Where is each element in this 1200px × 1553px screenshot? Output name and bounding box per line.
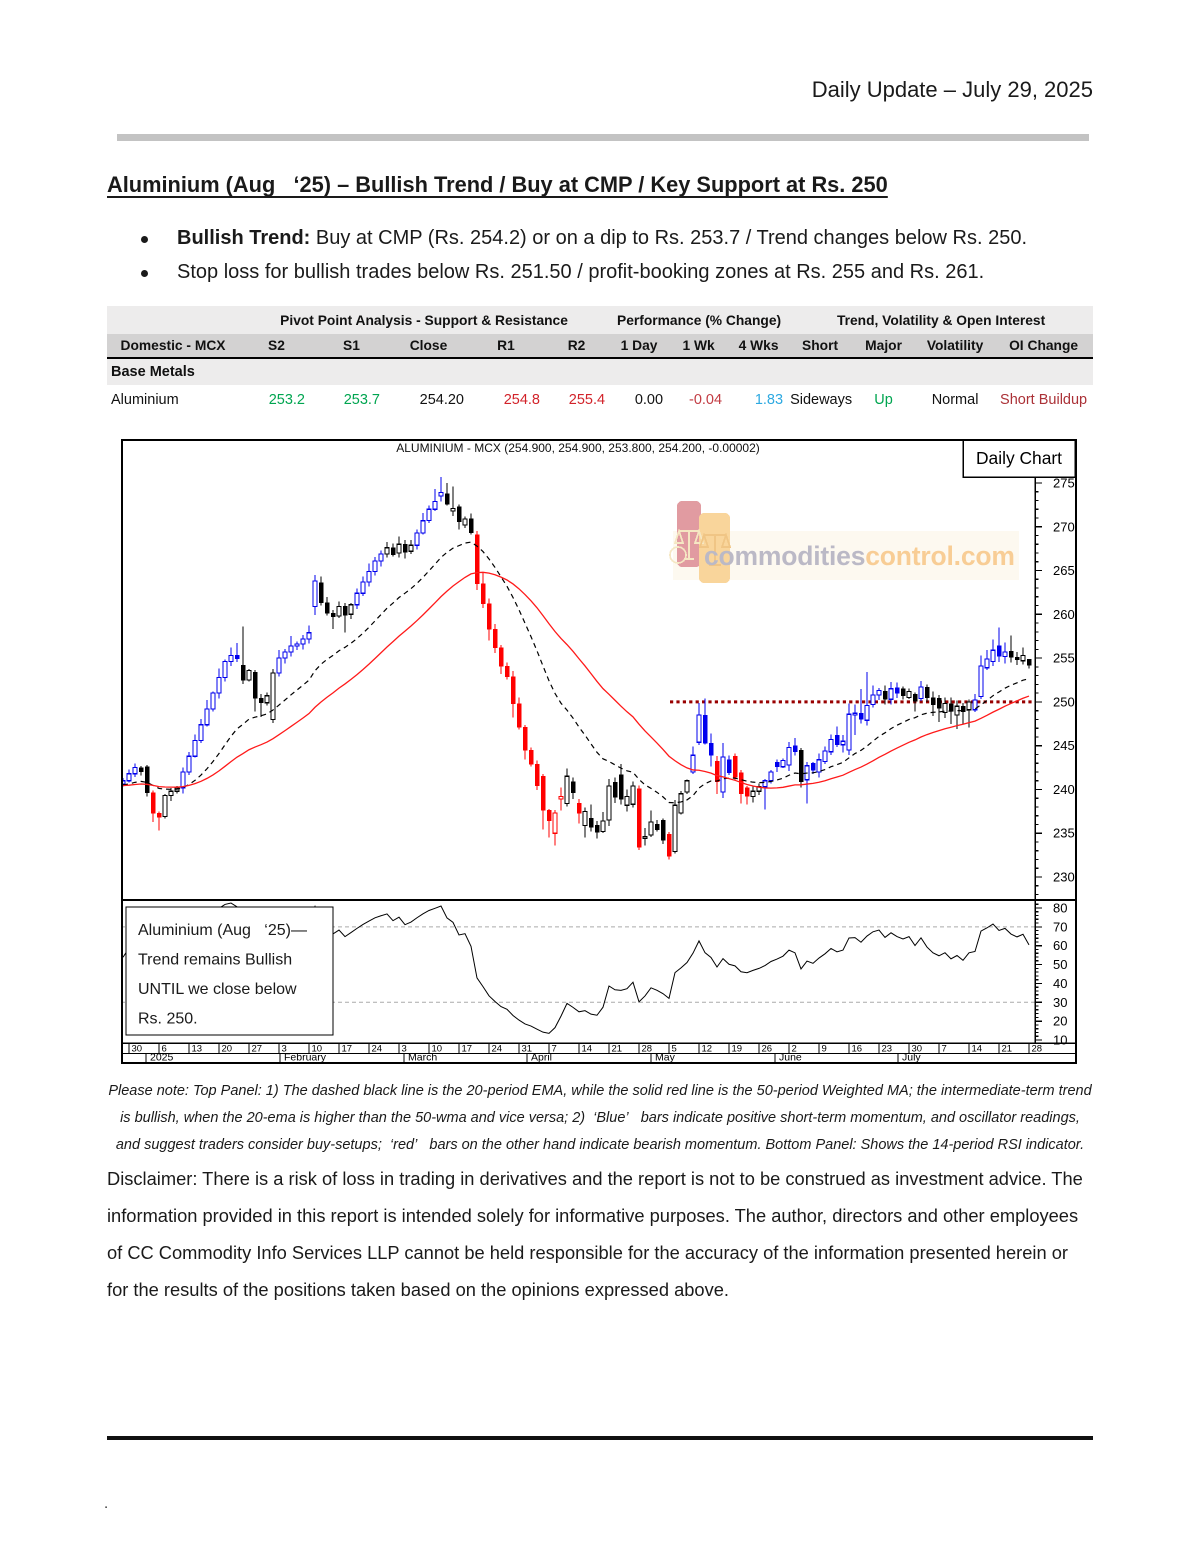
- svg-text:Daily Chart: Daily Chart: [976, 448, 1062, 468]
- svg-text:235: 235: [1053, 826, 1075, 841]
- svg-text:10: 10: [312, 1043, 323, 1054]
- svg-text:245: 245: [1053, 738, 1075, 753]
- svg-text:28: 28: [642, 1043, 653, 1054]
- svg-text:Aluminium (Aug ‘25)—: Aluminium (Aug ‘25)—: [138, 922, 307, 939]
- svg-text:21: 21: [1002, 1043, 1013, 1054]
- svg-text:February: February: [284, 1052, 327, 1064]
- svg-text:50: 50: [1053, 957, 1067, 972]
- svg-text:June: June: [779, 1052, 802, 1064]
- svg-text:70: 70: [1053, 919, 1067, 934]
- svg-text:30: 30: [1053, 995, 1067, 1010]
- svg-text:14: 14: [972, 1043, 983, 1054]
- svg-text:10: 10: [432, 1043, 443, 1054]
- svg-text:230: 230: [1053, 870, 1075, 885]
- svg-text:2025: 2025: [150, 1052, 174, 1064]
- svg-text:260: 260: [1053, 607, 1075, 622]
- svg-text:UNTIL we close below: UNTIL we close below: [138, 981, 297, 998]
- svg-text:17: 17: [462, 1043, 473, 1054]
- svg-text:40: 40: [1053, 976, 1067, 991]
- svg-text:265: 265: [1053, 563, 1075, 578]
- svg-text:23: 23: [882, 1043, 893, 1054]
- svg-text:July: July: [902, 1052, 921, 1064]
- svg-text:19: 19: [732, 1043, 743, 1054]
- svg-text:24: 24: [492, 1043, 503, 1054]
- svg-text:250: 250: [1053, 694, 1075, 709]
- svg-text:28: 28: [1032, 1043, 1043, 1054]
- svg-text:6: 6: [162, 1043, 167, 1054]
- svg-text:30: 30: [132, 1043, 143, 1054]
- svg-text:Rs. 250.: Rs. 250.: [138, 1011, 198, 1028]
- svg-text:27: 27: [252, 1043, 263, 1054]
- svg-text:80: 80: [1053, 901, 1067, 916]
- svg-text:7: 7: [942, 1043, 947, 1054]
- svg-text:March: March: [408, 1052, 437, 1064]
- svg-text:30: 30: [912, 1043, 923, 1054]
- svg-text:13: 13: [192, 1043, 203, 1054]
- svg-text:10: 10: [1053, 1033, 1067, 1048]
- svg-text:21: 21: [612, 1043, 623, 1054]
- svg-text:255: 255: [1053, 651, 1075, 666]
- svg-text:3: 3: [282, 1043, 287, 1054]
- svg-text:20: 20: [222, 1043, 233, 1054]
- svg-text:5: 5: [672, 1043, 677, 1054]
- svg-text:commoditiescontrol.com: commoditiescontrol.com: [704, 541, 1015, 571]
- svg-text:12: 12: [702, 1043, 713, 1054]
- svg-text:Trend remains Bullish: Trend remains Bullish: [138, 952, 292, 969]
- svg-text:31: 31: [522, 1043, 533, 1054]
- svg-text:270: 270: [1053, 519, 1075, 534]
- svg-text:240: 240: [1053, 782, 1075, 797]
- svg-text:May: May: [655, 1052, 676, 1064]
- svg-text:60: 60: [1053, 938, 1067, 953]
- svg-text:9: 9: [822, 1043, 827, 1054]
- svg-text:14: 14: [582, 1043, 593, 1054]
- svg-text:275: 275: [1053, 476, 1075, 491]
- svg-text:20: 20: [1053, 1014, 1067, 1029]
- svg-text:16: 16: [852, 1043, 863, 1054]
- svg-text:2: 2: [792, 1043, 797, 1054]
- svg-text:26: 26: [762, 1043, 773, 1054]
- svg-text:ALUMINIUM - MCX (254.900, 254.: ALUMINIUM - MCX (254.900, 254.900, 253.8…: [396, 441, 760, 455]
- svg-text:3: 3: [402, 1043, 407, 1054]
- svg-text:April: April: [531, 1052, 552, 1064]
- svg-text:7: 7: [552, 1043, 557, 1054]
- svg-text:17: 17: [342, 1043, 353, 1054]
- svg-text:24: 24: [372, 1043, 383, 1054]
